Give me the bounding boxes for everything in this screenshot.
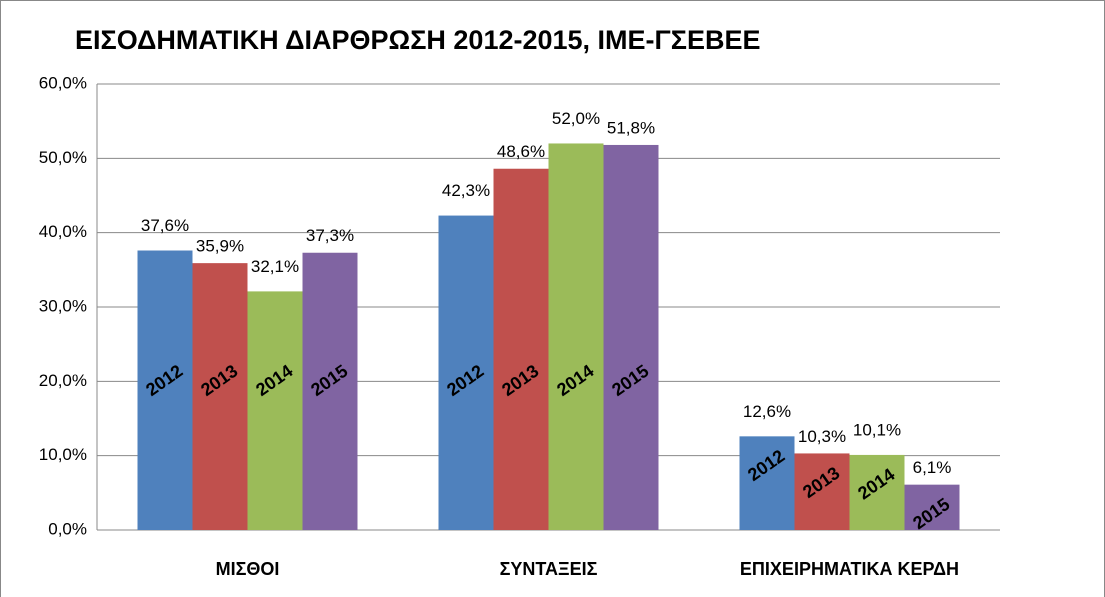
bar: [794, 453, 850, 530]
bar: [302, 252, 358, 530]
bar: [904, 484, 960, 530]
value-label: 12,6%: [743, 402, 791, 421]
bar: [849, 454, 905, 530]
bar: [603, 144, 659, 530]
value-label: 10,1%: [853, 420, 901, 439]
value-label: 32,1%: [251, 257, 299, 276]
bar: [493, 168, 549, 531]
chart-title: ΕΙΣΟΔΗΜΑΤΙΚΗ ΔΙΑΡΘΡΩΣΗ 2012-2015, ΙΜΕ-ΓΣ…: [75, 25, 760, 55]
y-tick-label: 10,0%: [39, 445, 87, 464]
bar: [192, 263, 248, 530]
value-label: 37,6%: [141, 216, 189, 235]
y-tick-label: 50,0%: [39, 148, 87, 167]
bar: [548, 143, 604, 530]
x-tick-label: ΜΙΣΘΟΙ: [216, 559, 280, 579]
value-label: 10,3%: [798, 427, 846, 446]
bar: [137, 250, 193, 531]
value-label: 42,3%: [442, 181, 490, 200]
bar: [438, 215, 494, 530]
y-tick-label: 60,0%: [39, 73, 87, 92]
bar: [739, 436, 795, 530]
x-tick-label: ΕΠΙΧΕΙΡΗΜΑΤΙΚΑ ΚΕΡΔΗ: [740, 559, 959, 579]
value-label: 48,6%: [497, 142, 545, 161]
value-label: 35,9%: [196, 237, 244, 256]
y-tick-label: 20,0%: [39, 371, 87, 390]
y-tick-label: 30,0%: [39, 296, 87, 315]
y-tick-label: 40,0%: [39, 222, 87, 241]
value-label: 52,0%: [552, 109, 600, 128]
bar: [247, 291, 303, 530]
value-label: 51,8%: [607, 118, 655, 137]
value-label: 6,1%: [913, 458, 952, 477]
x-tick-label: ΣΥΝΤΑΞΕΙΣ: [500, 559, 598, 579]
y-tick-label: 0,0%: [48, 519, 87, 538]
value-label: 37,3%: [306, 226, 354, 245]
